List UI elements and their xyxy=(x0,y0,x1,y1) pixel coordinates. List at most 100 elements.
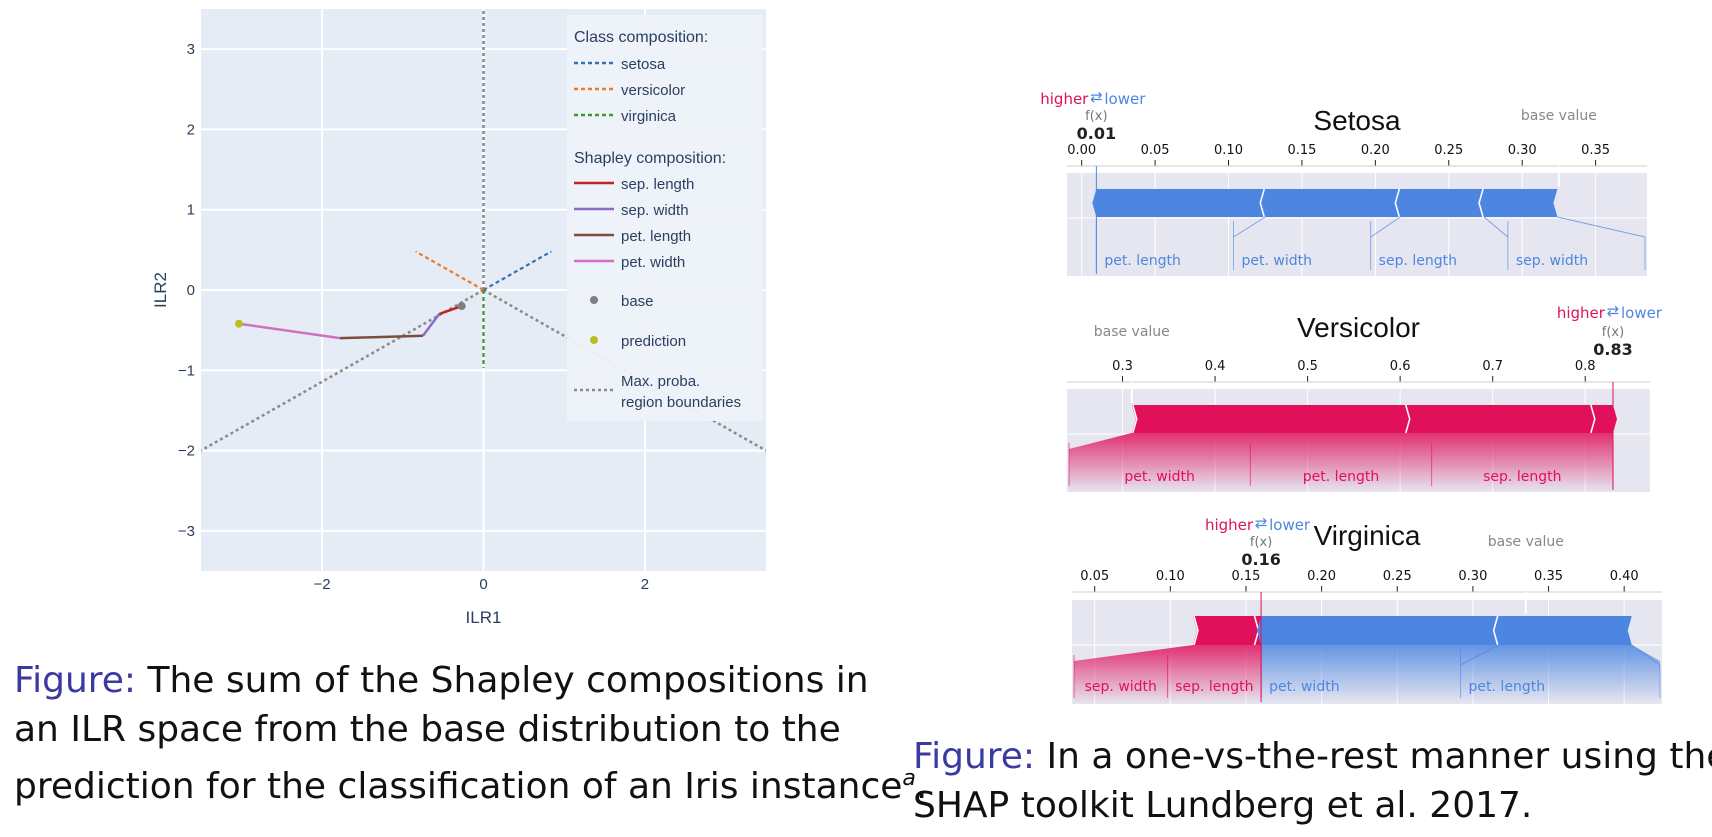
legend-background xyxy=(567,15,763,421)
higher-label: higher xyxy=(1557,304,1606,322)
higher-label: higher xyxy=(1205,516,1254,534)
force-axis-tick-label: 0.30 xyxy=(1508,143,1537,158)
fx-value: 0.01 xyxy=(1077,124,1116,143)
left-caption-footnote: a xyxy=(902,766,916,791)
ilr-y-tick-label: 3 xyxy=(187,41,195,58)
left-caption-line-3: prediction for the classification of an … xyxy=(14,766,903,807)
shap-negative-segment xyxy=(1092,189,1266,217)
shap-label-connector xyxy=(1370,216,1401,238)
higher-lower-legend: higher ⇄ lower xyxy=(1205,514,1311,534)
force-axis-tick-label: 0.35 xyxy=(1534,569,1563,584)
shap-positive-segment xyxy=(1193,616,1258,645)
base-value-label: base value xyxy=(1094,324,1170,340)
legend-label-shapley: sep. length xyxy=(621,176,694,193)
ilr-legend: Class composition: setosa versicolor virgin… xyxy=(567,15,763,421)
legend-prediction-marker xyxy=(590,336,598,344)
higher-lower-legend: higher ⇄ lower xyxy=(1557,302,1663,322)
shap-positive-feature-label: pet. length xyxy=(1303,469,1380,485)
force-axis-tick-label: 0.10 xyxy=(1156,569,1185,584)
fx-value: 0.83 xyxy=(1593,340,1632,359)
left-figure-caption: Figure: The sum of the Shapley compositi… xyxy=(14,656,927,811)
ilr-y-tick-label: 1 xyxy=(187,202,195,219)
shap-segment-divider xyxy=(1132,404,1138,434)
shapley-segment-pet-width xyxy=(238,322,341,340)
shap-force-plot-setosa: 0.00 0.05 0.10 0.15 0.20 0.25 0.30 0.35 Setosa f(… xyxy=(1040,88,1647,276)
base-value-label: base value xyxy=(1521,108,1597,124)
higher-lower-arrow-icon: ⇄ xyxy=(1255,514,1268,532)
shap-label-connector xyxy=(1557,216,1646,238)
right-caption-lead: Figure: xyxy=(913,736,1036,777)
shap-negative-segment xyxy=(1257,616,1499,645)
force-axis-tick-label: 0.15 xyxy=(1287,143,1316,158)
force-axis-tick-label: 0.20 xyxy=(1307,569,1336,584)
force-axis-tick-label: 0.25 xyxy=(1383,569,1412,584)
higher-lower-arrow-icon: ⇄ xyxy=(1090,88,1103,106)
base-value-label: base value xyxy=(1488,534,1564,550)
shap-segment-divider xyxy=(1193,615,1199,646)
shap-positive-segment xyxy=(1404,405,1594,433)
shap-negative-feature-label: pet. width xyxy=(1242,253,1312,269)
shapley-segment-sep-width xyxy=(421,313,441,337)
ilr-y-tick-label: 0 xyxy=(187,282,195,299)
legend-boundary-label-1: Max. proba. xyxy=(621,373,700,390)
ilr-y-tick-label: −1 xyxy=(178,362,195,379)
force-axis-tick-label: 0.05 xyxy=(1080,569,1109,584)
ilr-y-tick-label: −3 xyxy=(178,523,195,540)
force-plot-title: Virginica xyxy=(1314,520,1421,551)
class-composition-line-setosa xyxy=(482,250,552,291)
fx-label: f(x) xyxy=(1085,109,1107,124)
legend-label-shapley: pet. length xyxy=(621,228,691,245)
force-axis-tick-label: 0.10 xyxy=(1214,143,1243,158)
legend-label-shapley: pet. width xyxy=(621,254,685,271)
ilr-x-tick-label: 0 xyxy=(479,576,487,593)
shap-segment-divider xyxy=(1478,188,1484,218)
shap-negative-feature-label: pet. length xyxy=(1469,679,1546,695)
left-caption-end: . xyxy=(915,766,928,807)
shap-negative-feature-label: pet. length xyxy=(1104,253,1181,269)
ilr-x-tick-label: 2 xyxy=(641,576,649,593)
legend-prediction-label: prediction xyxy=(621,333,686,350)
force-axis-tick-label: 0.40 xyxy=(1610,569,1639,584)
force-axis-tick-label: 0.25 xyxy=(1434,143,1463,158)
force-plot-title: Versicolor xyxy=(1297,312,1420,343)
shap-segment-divider xyxy=(1590,404,1596,434)
force-axis-tick-label: 0.05 xyxy=(1141,143,1170,158)
shap-positive-feature-label: sep. width xyxy=(1085,679,1157,695)
class-composition-line-versicolor xyxy=(415,250,485,291)
shap-force-plot-virginica: 0.05 0.10 0.15 0.20 0.25 0.30 0.35 0.40 Virginic… xyxy=(1072,514,1662,704)
shapley-segment-pet-length xyxy=(339,334,424,340)
force-axis-tick-label: 0.30 xyxy=(1458,569,1487,584)
shap-label-connector xyxy=(1483,216,1509,238)
shap-force-plot-versicolor: 0.3 0.4 0.5 0.6 0.7 0.8 Versicolor f(x)0.83 base… xyxy=(1067,302,1663,492)
shap-positive-segment xyxy=(1131,405,1409,433)
force-axis-tick-label: 0.3 xyxy=(1112,359,1133,374)
base-point xyxy=(457,302,466,311)
shap-positive-feature-label: pet. width xyxy=(1124,469,1194,485)
shap-negative-feature-label: sep. length xyxy=(1379,253,1457,269)
legend-class-title: Class composition: xyxy=(574,29,708,46)
force-axis-tick-label: 0.00 xyxy=(1067,143,1096,158)
fx-label: f(x) xyxy=(1250,535,1272,550)
force-axis-tick-label: 0.8 xyxy=(1575,359,1596,374)
left-caption-line-2: an ILR space from the base distribution … xyxy=(14,709,841,750)
ilr-x-axis-label: ILR1 xyxy=(466,608,502,627)
ilr-y-tick-label: 2 xyxy=(187,121,195,138)
shap-negative-feature-label: sep. width xyxy=(1516,253,1588,269)
shap-segment-divider xyxy=(1492,615,1499,646)
legend-label-shapley: sep. width xyxy=(621,202,689,219)
force-axis-tick-label: 0.4 xyxy=(1205,359,1226,374)
force-axis-tick-label: 0.20 xyxy=(1361,143,1390,158)
right-caption-line-1: In a one-vs-the-rest manner using the xyxy=(1046,736,1712,777)
higher-lower-arrow-icon: ⇄ xyxy=(1607,302,1620,320)
left-caption-line-1: The sum of the Shapley compositions in xyxy=(147,660,869,701)
legend-boundary-label-2: region boundaries xyxy=(621,394,741,411)
fx-label: f(x) xyxy=(1602,325,1624,340)
legend-base-marker xyxy=(590,296,598,304)
force-axis-tick-label: 0.6 xyxy=(1390,359,1411,374)
right-figure-caption: Figure: In a one-vs-the-rest manner usin… xyxy=(913,732,1712,830)
right-caption-line-2: SHAP toolkit Lundberg et al. 2017. xyxy=(913,785,1533,826)
legend-shapley-title: Shapley composition: xyxy=(574,150,726,167)
legend-label-virginica: virginica xyxy=(621,108,677,125)
shap-negative-segment xyxy=(1480,189,1558,217)
shap-segment-divider xyxy=(1394,188,1401,218)
